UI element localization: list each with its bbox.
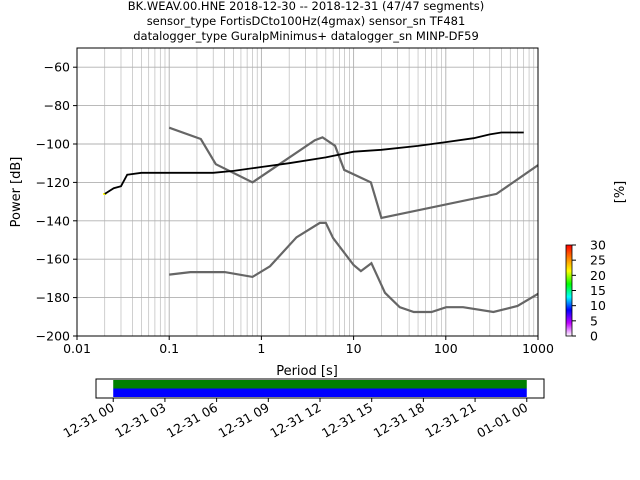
mode-line	[104, 131, 524, 195]
title-line-3: datalogger_type GuralpMinimus+ datalogge…	[133, 29, 479, 43]
low-noise-model-line	[169, 221, 538, 314]
y-tick-label: −140	[36, 213, 70, 228]
mode-curve	[104, 131, 524, 195]
x-axis-ticks: 0.01 0.1 1 10 100 1000	[63, 336, 554, 356]
histogram-cell	[103, 192, 107, 195]
colorbar-label: [%]	[613, 181, 628, 204]
y-tick-label: −200	[36, 329, 70, 344]
timeline-tick-label: 12-31 12	[267, 400, 323, 441]
x-tick-label: 1000	[522, 341, 554, 356]
x-axis-label: Period [s]	[276, 364, 338, 379]
timeline-tick-label: 12-31 06	[164, 400, 220, 441]
timeline-tick-label: 12-31 21	[422, 400, 478, 441]
colorbar-tick-label: 25	[590, 253, 606, 268]
psd-plot: 0.01 0.1 1 10 100 1000 −60 −80 −100 −120 −140 −160…	[9, 47, 554, 379]
x-tick-label: 1	[257, 341, 265, 356]
x-tick-label: 0.01	[63, 341, 91, 356]
title-line-1: BK.WEAV.00.HNE 2018-12-30 -- 2018-12-31 …	[128, 0, 485, 13]
y-tick-label: −120	[36, 175, 70, 190]
y-tick-label: −80	[44, 98, 70, 113]
timeline-tick-label: 12-31 09	[216, 400, 272, 441]
grid	[76, 48, 538, 337]
y-axis-ticks: −60 −80 −100 −120 −140 −160 −180 −200	[36, 60, 77, 344]
high-noise-model-line	[168, 126, 538, 220]
timeline-bar	[113, 380, 527, 389]
colorbar-tick-label: 0	[590, 329, 598, 344]
timeline-bar	[113, 388, 527, 397]
noise-model-curves	[168, 126, 538, 314]
colorbar-tick-label: 30	[590, 238, 606, 253]
y-axis-label: Power [dB]	[9, 157, 24, 228]
timeline-bars	[113, 380, 527, 397]
y-tick-label: −160	[36, 252, 70, 267]
y-tick-label: −60	[44, 60, 70, 75]
x-tick-label: 0.1	[159, 341, 179, 356]
timeline-tick-label: 12-31 18	[371, 400, 427, 441]
timeline-tick-label: 12-31 15	[319, 400, 375, 441]
figure-title: BK.WEAV.00.HNE 2018-12-30 -- 2018-12-31 …	[128, 0, 485, 43]
colorbar-tick-label: 15	[590, 283, 606, 298]
colorbar-tick-label: 5	[590, 313, 598, 328]
colorbar-fill	[565, 244, 573, 337]
timeline-tick-label: 12-31 00	[61, 400, 117, 441]
timeline-tick-label: 12-31 03	[112, 400, 168, 441]
plot-frame	[76, 47, 539, 337]
colorbar-tick-label: 10	[590, 298, 606, 313]
psd-histogram	[103, 192, 107, 195]
timeline-tick-label: 01-01 00	[474, 400, 530, 441]
colorbar-tick-label: 20	[590, 268, 606, 283]
x-tick-label: 10	[346, 341, 362, 356]
y-tick-label: −180	[36, 290, 70, 305]
x-tick-label: 100	[434, 341, 458, 356]
title-line-2: sensor_type FortisDCto100Hz(4gmax) senso…	[147, 14, 466, 28]
y-tick-label: −100	[36, 137, 70, 152]
plot-area	[77, 48, 538, 336]
